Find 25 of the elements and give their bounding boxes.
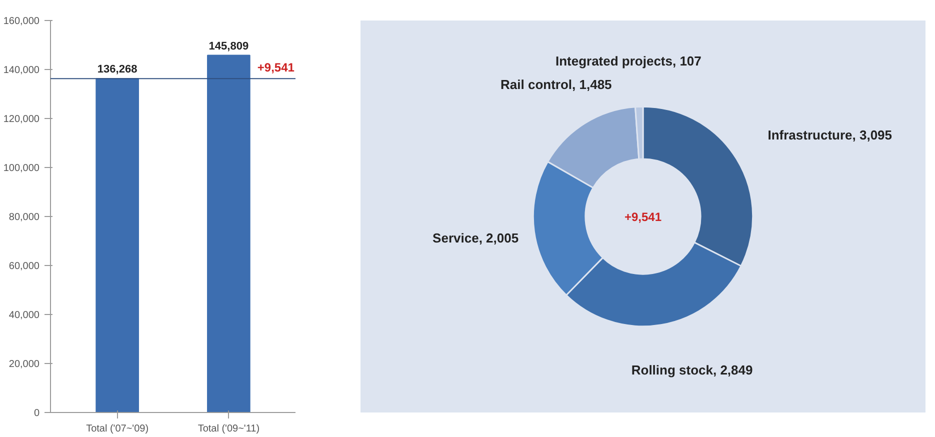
y-tick-label: 60,000: [8, 261, 40, 272]
y-tick-label: 140,000: [3, 65, 40, 76]
x-tick-label: Total ('09~'11): [198, 424, 260, 434]
data-label: , 2,005: [478, 230, 519, 246]
slice-label: Rolling stock: [631, 362, 714, 378]
y-tick-label: 40,000: [8, 310, 40, 321]
slice-label: Infrastructure: [768, 127, 852, 142]
y-tick-label: 160,000: [3, 16, 40, 27]
y-tick-label: 0: [34, 408, 40, 419]
data-label: , 3,095: [852, 127, 892, 142]
slice-label: Service: [432, 230, 479, 246]
text: +9,541: [624, 210, 662, 224]
x-tick-label: Total ('07~'09): [86, 424, 149, 434]
data-label: , 107: [672, 53, 702, 68]
data-label: , 2,849: [712, 362, 753, 378]
slice-label: Integrated projects: [555, 53, 672, 68]
data-label: , 1,485: [572, 77, 612, 92]
y-tick-label: 80,000: [8, 212, 40, 223]
data-label: 136,268: [97, 64, 138, 76]
y-tick-label: 120,000: [3, 114, 40, 125]
y-tick-label: 100,000: [3, 163, 40, 174]
data-label: 145,809: [208, 40, 249, 52]
annotation: +9,541: [257, 60, 295, 74]
y-tick-label: 20,000: [8, 359, 40, 370]
slice-label: Rail control: [500, 77, 572, 92]
